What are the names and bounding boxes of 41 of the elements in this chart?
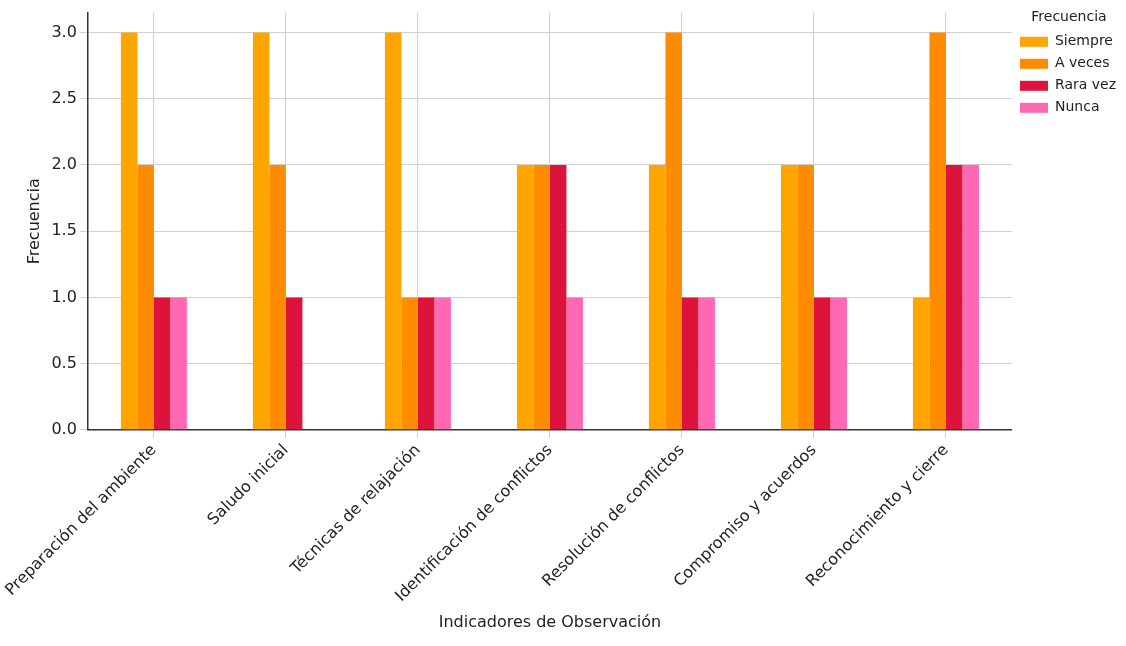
y-tick-label: 3.0: [51, 21, 77, 41]
bar: [962, 164, 979, 430]
bar: [252, 32, 270, 430]
bar: [533, 164, 550, 430]
bar: [912, 297, 930, 430]
bar: [698, 297, 715, 430]
bar: [797, 164, 814, 430]
legend-label: Rara vez: [1054, 76, 1116, 93]
bar: [780, 164, 798, 430]
bar: [137, 164, 154, 430]
bar: [681, 297, 699, 430]
bar: [929, 32, 946, 430]
bar: [120, 32, 138, 430]
bar: [813, 297, 831, 430]
bar: [384, 32, 402, 430]
bar: [285, 297, 303, 430]
y-tick-label: 2.5: [51, 87, 77, 107]
y-tick-label: 2.0: [51, 154, 77, 174]
bar: [648, 164, 666, 430]
legend-label: A veces: [1054, 54, 1110, 71]
bar: [401, 297, 418, 430]
bar: [665, 32, 682, 430]
y-axis-title: Frecuencia: [24, 178, 44, 265]
x-axis-title: Indicadores de Observación: [438, 611, 662, 631]
y-tick-label: 1.5: [51, 220, 77, 240]
bar: [830, 297, 847, 430]
bar: [434, 297, 451, 430]
bar: [516, 164, 534, 430]
bar: [269, 164, 286, 430]
legend-label: Nunca: [1054, 98, 1100, 115]
bar: [945, 164, 963, 430]
y-tick-label: 0.5: [51, 352, 77, 372]
bar: [566, 297, 583, 430]
legend-label: Siempre: [1054, 32, 1113, 49]
bar: [153, 297, 171, 430]
legend-title: Frecuencia: [1031, 7, 1107, 24]
bar: [549, 164, 567, 430]
bar: [417, 297, 435, 430]
bar: [170, 297, 187, 430]
y-tick-label: 0.0: [51, 419, 77, 439]
y-tick-label: 1.0: [51, 286, 77, 306]
